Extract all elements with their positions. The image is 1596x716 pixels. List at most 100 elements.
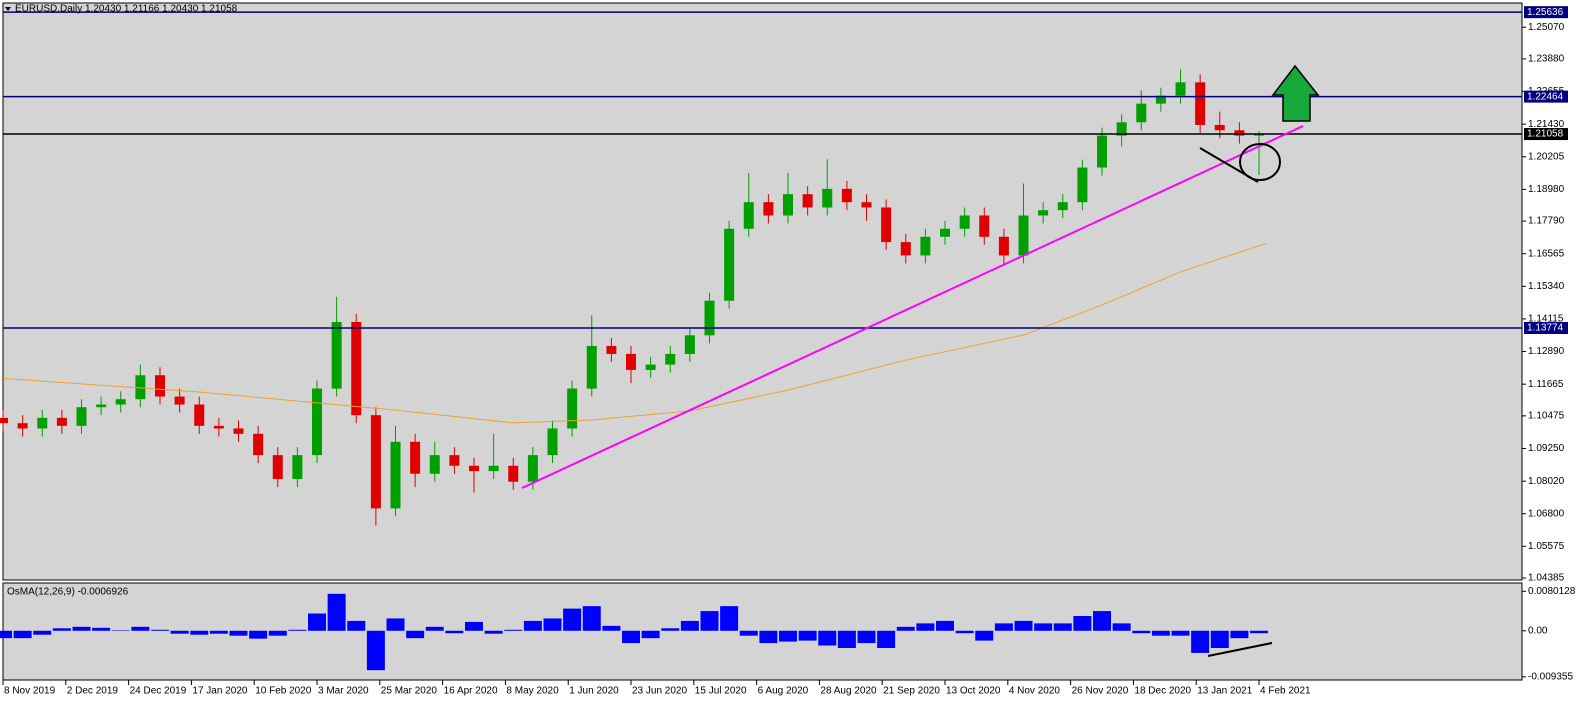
osma-bar <box>877 630 896 648</box>
candle-body <box>743 202 754 229</box>
candle-body <box>0 417 8 424</box>
y-tick-label: 1.06800 <box>1528 508 1565 519</box>
level-label: 1.22464 <box>1527 91 1564 102</box>
osma-bar <box>1230 630 1249 639</box>
up-arrow <box>1271 64 1320 122</box>
osma-bar <box>72 626 91 631</box>
candle-body <box>56 417 67 426</box>
candle-body <box>508 465 519 482</box>
y-tick-label: 1.25070 <box>1528 22 1565 33</box>
level-label: 1.21058 <box>1527 129 1564 140</box>
osma-bar <box>465 621 484 631</box>
osma-bar <box>151 629 170 631</box>
x-tick-label: 21 Sep 2020 <box>883 686 940 697</box>
osma-bar <box>249 630 268 639</box>
y-tick-label: 1.05575 <box>1528 541 1565 552</box>
y-tick-label: 1.10475 <box>1528 410 1565 421</box>
osma-bar <box>308 613 327 631</box>
osma-title: OsMA(12,26,9) -0.0006926 <box>7 587 129 598</box>
candle-body <box>1155 95 1166 104</box>
main-layer <box>0 11 1522 526</box>
y-tick-label: 0.0080128 <box>1528 586 1576 597</box>
candle-body <box>822 188 833 208</box>
x-tick-label: 18 Dec 2020 <box>1134 686 1191 697</box>
y-tick-label: 1.15340 <box>1528 281 1565 292</box>
x-tick-label: 4 Feb 2021 <box>1260 686 1311 697</box>
x-tick-label: 13 Oct 2020 <box>946 686 1001 697</box>
osma-bar <box>1093 611 1112 631</box>
trend-line <box>521 125 1304 489</box>
y-tick-label: 1.16565 <box>1528 248 1565 259</box>
candle-body <box>351 321 362 416</box>
highlight-circle <box>1239 143 1281 181</box>
candle-body <box>1097 135 1108 168</box>
osma-bar <box>1073 615 1092 631</box>
y-tick-label: 1.08020 <box>1528 476 1565 487</box>
y-tick-label: 1.04385 <box>1528 573 1565 584</box>
y-tick-label: -0.009355 <box>1528 671 1573 682</box>
y-tick-label: 1.23880 <box>1528 54 1565 65</box>
osma-bar <box>798 630 817 641</box>
candle-body <box>626 353 637 370</box>
candle-body <box>174 396 185 405</box>
y-tick-label: 1.14115 <box>1528 314 1564 325</box>
x-tick-label: 28 Aug 2020 <box>820 686 877 697</box>
candle-body <box>763 202 774 216</box>
osma-bar <box>759 630 778 644</box>
level-label-box <box>1524 6 1568 19</box>
candle-body <box>783 194 794 216</box>
level-label-box <box>1524 322 1568 335</box>
osma-bar <box>484 630 503 634</box>
x-tick-label: 24 Dec 2019 <box>130 686 187 697</box>
osma-bar <box>347 620 366 631</box>
candle-body <box>645 364 656 370</box>
osma-bar <box>52 628 71 631</box>
candle-body <box>96 404 107 408</box>
candle-body <box>704 300 715 336</box>
candle-body <box>1175 82 1186 96</box>
candle-body <box>1018 215 1029 256</box>
osma-bar <box>563 608 582 631</box>
y-tick-label: 1.09250 <box>1528 443 1565 454</box>
main-panel <box>2 2 1523 581</box>
x-tick-label: 2 Dec 2019 <box>67 686 119 697</box>
x-tick-label: 26 Nov 2020 <box>1072 686 1129 697</box>
osma-bar <box>1132 630 1151 634</box>
candle-body <box>841 188 852 203</box>
candle-body <box>527 455 538 482</box>
osma-bar <box>1112 623 1131 631</box>
osma-bar <box>975 630 994 641</box>
menu-triangle <box>5 7 11 11</box>
osma-bar <box>1250 630 1269 634</box>
x-tick-label: 16 Apr 2020 <box>444 686 498 697</box>
y-tick-label: 1.17790 <box>1528 216 1565 227</box>
osma-bar <box>622 630 641 644</box>
osma-bar <box>1210 630 1229 648</box>
candle-body <box>724 228 735 301</box>
osma-bar <box>445 630 464 634</box>
candle-body <box>547 428 558 456</box>
osma-bar <box>406 630 425 639</box>
candle-body <box>684 335 695 354</box>
candle-body <box>272 455 283 480</box>
candle-body <box>253 433 264 456</box>
candle-body <box>17 423 28 429</box>
level-label-box <box>1524 90 1568 103</box>
osma-bar <box>720 606 739 631</box>
candle-body <box>586 345 597 389</box>
osma-bar <box>543 618 562 631</box>
osma-bar <box>386 618 405 631</box>
osma-bar <box>602 625 621 631</box>
osma-bar <box>739 630 758 636</box>
y-tick-label: 1.12890 <box>1528 346 1565 357</box>
candle-body <box>429 455 440 474</box>
x-tick-label: 15 Jul 2020 <box>695 686 747 697</box>
candle-body <box>213 425 224 429</box>
moving-average <box>2 242 1268 424</box>
candle-body <box>998 236 1009 256</box>
candle-body <box>1136 103 1147 123</box>
osma-bar <box>779 630 798 642</box>
osma-bar <box>955 630 974 634</box>
candle-body <box>488 465 499 472</box>
